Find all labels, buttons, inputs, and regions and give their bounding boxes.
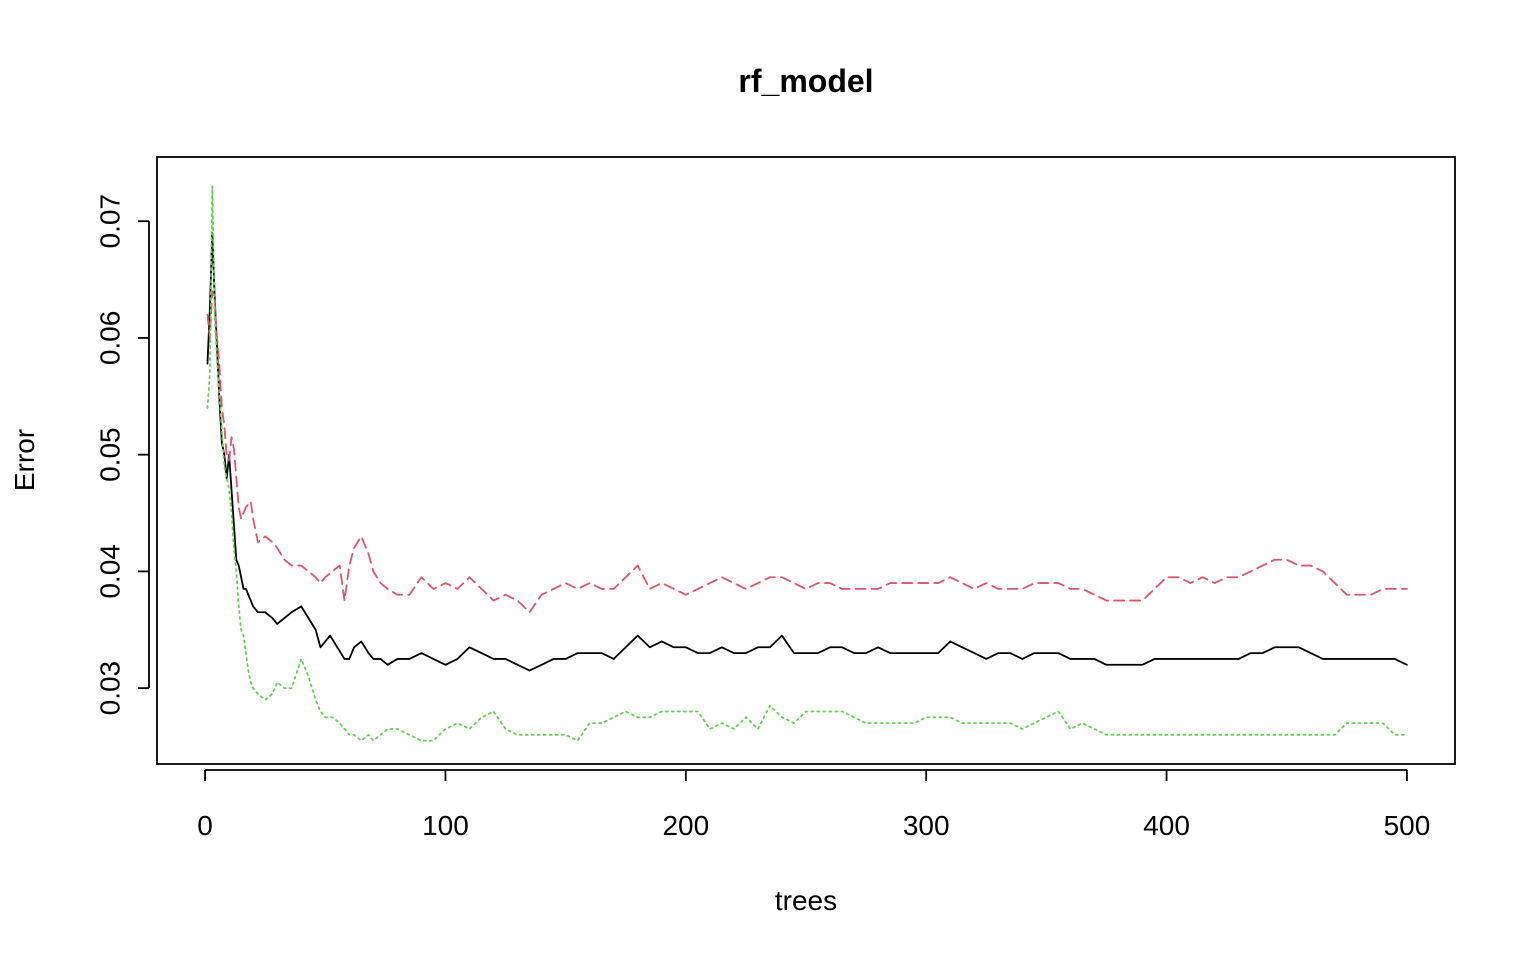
x-tick-label-3: 300: [903, 810, 950, 841]
y-tick-label-1: 0.04: [94, 544, 125, 599]
y-axis-label: Error: [9, 429, 40, 491]
y-tick-label-4: 0.07: [94, 194, 125, 249]
series-layer: [206, 185, 1408, 742]
x-tick-label-0: 0: [197, 810, 213, 841]
y-tick-label-0: 0.03: [94, 661, 125, 716]
y-tick-label-2: 0.05: [94, 427, 125, 482]
series-1-line: [206, 231, 1408, 672]
x-tick-label-4: 400: [1143, 810, 1190, 841]
x-axis: 0 100 200 300 400 500: [197, 769, 1431, 841]
series-3-line: [206, 185, 1408, 742]
plot-frame: [156, 156, 1456, 765]
series-2-line: [206, 290, 1408, 614]
x-axis-label: trees: [775, 885, 837, 916]
x-tick-label-2: 200: [662, 810, 709, 841]
x-tick-label-5: 500: [1384, 810, 1431, 841]
y-tick-label-3: 0.06: [94, 311, 125, 366]
chart-title: rf_model: [738, 63, 873, 99]
y-axis: 0.03 0.04 0.05 0.06 0.07: [94, 194, 150, 716]
x-tick-label-1: 100: [422, 810, 469, 841]
